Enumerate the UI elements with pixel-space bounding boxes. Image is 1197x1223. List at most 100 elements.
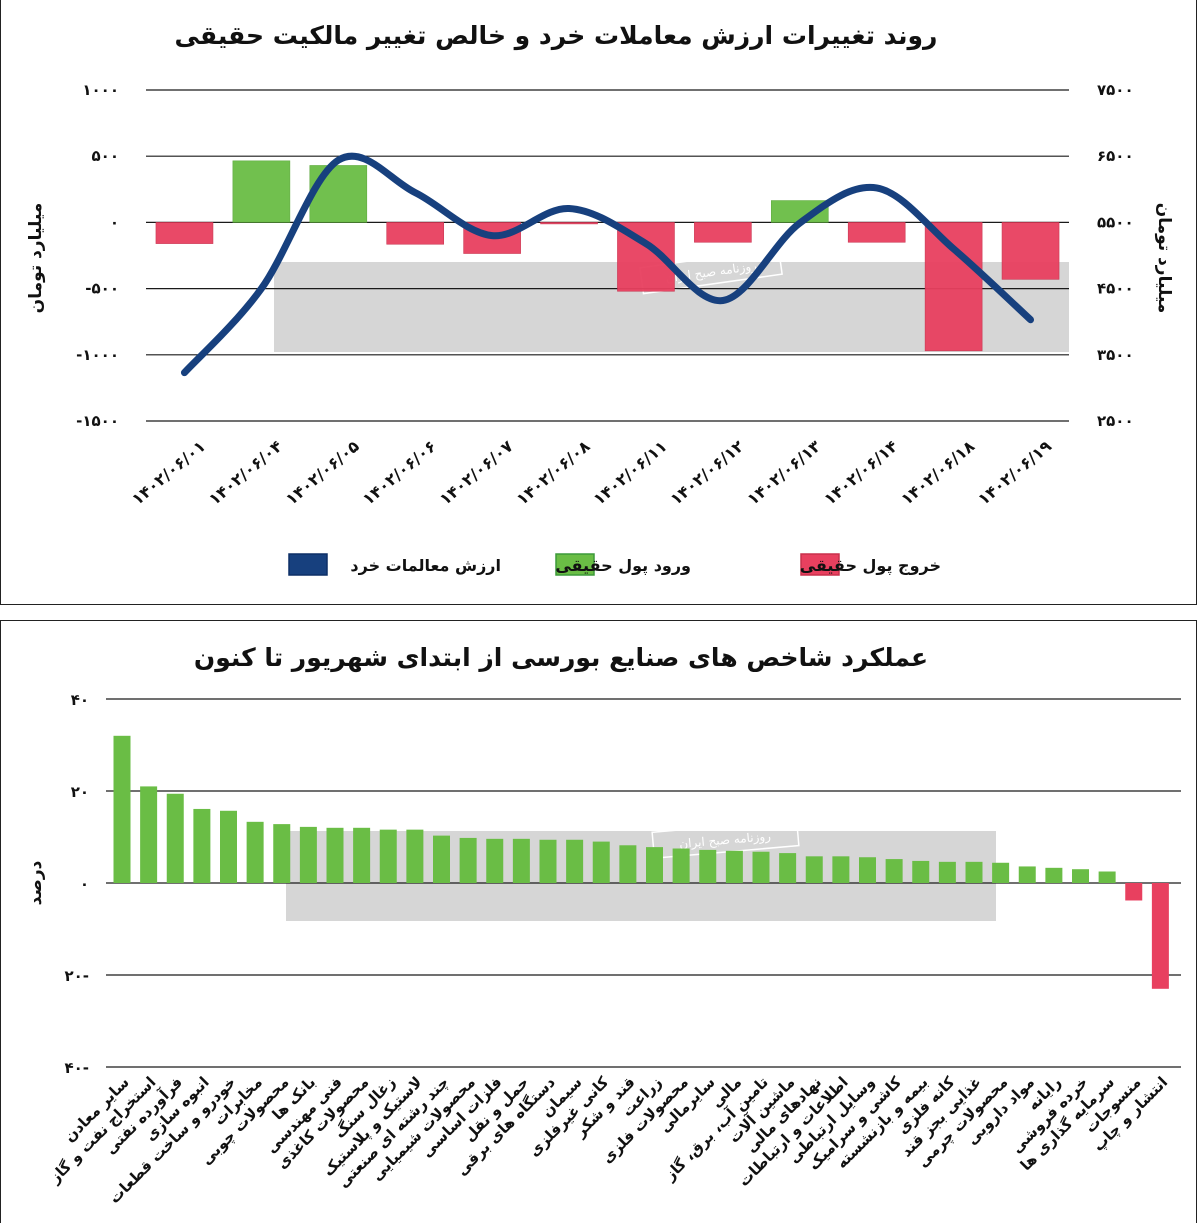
bottom-chart-title: عملکرد شاخص های صنایع بورسی از ابتدای شه… [194, 643, 928, 673]
inflow-bar [309, 165, 368, 223]
legend-swatch [800, 553, 840, 576]
watermark-band [286, 831, 996, 921]
positive-bar [1072, 869, 1089, 883]
y-tick-label: ۴۰- [64, 1059, 89, 1077]
watermark: روزنامه صبح ایران [286, 818, 996, 921]
x-axis-labels: ۱۴۰۲/۰۶/۰۱۱۴۰۲/۰۶/۰۴۱۴۰۲/۰۶/۰۵۱۴۰۲/۰۶/۰۶… [128, 436, 1055, 508]
legend-swatch [288, 553, 328, 576]
positive-bar [672, 848, 690, 883]
left-tick-label: -۵۰۰ [85, 280, 119, 298]
top-chart-title: روند تغییرات ارزش معاملات خرد و خالص تغی… [175, 21, 938, 51]
right-tick-label: ۵۵۰۰ [1097, 213, 1134, 231]
positive-bar [1098, 871, 1116, 883]
positive-bar [1045, 867, 1063, 883]
bottom-chart-panel: عملکرد شاخص های صنایع بورسی از ابتدای شه… [0, 620, 1197, 1223]
positive-bar [779, 853, 797, 883]
positive-bar [273, 824, 291, 883]
left-axis-title: میلیارد تومان [26, 203, 46, 314]
positive-bar [1018, 866, 1036, 883]
positive-bar [566, 839, 584, 883]
bottom-chart: عملکرد شاخص های صنایع بورسی از ابتدای شه… [26, 643, 1181, 1207]
positive-bar [246, 821, 264, 883]
legend-label: ارزش معالمات خرد [350, 556, 501, 575]
date-label: ۱۴۰۲/۰۶/۱۲ [666, 436, 747, 508]
left-tick-label: ۱۰۰۰ [82, 81, 119, 99]
outflow-bar [386, 222, 445, 245]
positive-bar [512, 838, 530, 883]
y-axis-title: درصد [26, 860, 46, 905]
right-tick-label: ۲۵۰۰ [1097, 412, 1134, 430]
date-label: ۱۴۰۲/۰۶/۱۱ [590, 437, 671, 509]
positive-bar [140, 786, 158, 883]
inflow-bar [232, 160, 291, 223]
positive-bar [832, 856, 850, 883]
positive-bar [859, 857, 876, 883]
positive-bar [725, 850, 743, 883]
positive-bar [885, 859, 903, 883]
positive-bar [433, 835, 450, 883]
line-series [180, 152, 1035, 377]
right-tick-label: ۳۵۰۰ [1097, 346, 1134, 364]
right-tick-label: ۴۵۰۰ [1097, 280, 1134, 298]
left-tick-label: -۱۵۰۰ [76, 412, 119, 430]
positive-bar [699, 849, 717, 883]
y-tick-label: ۴۰ [71, 691, 89, 709]
date-label: ۱۴۰۲/۰۶/۱۴ [820, 436, 901, 508]
positive-bar [539, 839, 557, 883]
legend-label: خروج پول حقیقی [800, 556, 941, 576]
positive-bar [592, 841, 610, 883]
left-axis-ticks: ۱۰۰۰ ۵۰۰ ۰ -۵۰۰ -۱۰۰۰ -۱۵۰۰ [76, 81, 119, 430]
positive-bar [486, 838, 504, 883]
top-chart-panel: روند تغییرات ارزش معاملات خرد و خالص تغی… [0, 0, 1197, 605]
retail-value-line [180, 152, 1035, 377]
y-tick-label: ۰ [80, 875, 89, 893]
positive-bar [299, 826, 317, 883]
right-axis-ticks: ۷۵۰۰ ۶۵۰۰ ۵۵۰۰ ۴۵۰۰ ۳۵۰۰ ۲۵۰۰ [1097, 81, 1134, 430]
positive-bar [220, 810, 237, 883]
positive-bar [646, 847, 663, 883]
positive-bar [326, 827, 344, 883]
date-label: ۱۴۰۲/۰۶/۰۷ [436, 436, 517, 508]
left-tick-label: ۵۰۰ [92, 147, 119, 165]
positive-bar [965, 861, 983, 883]
positive-bar [619, 845, 637, 883]
top-chart: روند تغییرات ارزش معاملات خرد و خالص تغی… [26, 21, 1174, 576]
right-axis-title: میلیارد تومان [1154, 203, 1174, 314]
outflow-bar [540, 222, 598, 225]
outflow-bar [1001, 222, 1060, 280]
outflow-bar [155, 222, 214, 244]
outflow-bar [924, 222, 983, 352]
legend: خروج پول حقیقی ورود پول حقیقی ارزش معالمات… [288, 553, 941, 576]
bars [155, 160, 1060, 352]
date-label: ۱۴۰۲/۰۶/۱۸ [897, 436, 978, 508]
positive-bar [379, 829, 397, 883]
date-label: ۱۴۰۲/۰۶/۰۴ [205, 436, 286, 508]
positive-bar [166, 793, 184, 883]
date-label: ۱۴۰۲/۰۶/۰۵ [282, 436, 363, 508]
legend-swatch [555, 553, 595, 576]
positive-bar [353, 827, 371, 883]
left-tick-label: ۰ [110, 213, 119, 231]
outflow-bar [847, 222, 906, 243]
y-tick-label: ۲۰- [64, 967, 89, 985]
positive-bar [752, 851, 770, 883]
positive-bar [992, 862, 1010, 883]
positive-bar [459, 837, 477, 883]
right-tick-label: ۶۵۰۰ [1097, 147, 1134, 165]
positive-bar [406, 829, 424, 883]
date-label: ۱۴۰۲/۰۶/۱۳ [743, 436, 824, 508]
left-tick-label: -۱۰۰۰ [76, 346, 119, 364]
y-tick-label: ۲۰ [71, 783, 89, 801]
positive-bar [938, 861, 956, 883]
outflow-bar [694, 222, 752, 243]
negative-bar [1151, 883, 1169, 989]
right-tick-label: ۷۵۰۰ [1097, 81, 1134, 99]
date-label: ۱۴۰۲/۰۶/۰۶ [359, 437, 440, 509]
date-label: ۱۴۰۲/۰۶/۰۱ [128, 437, 209, 509]
y-axis-ticks: ۴۰ ۲۰ ۰ ۲۰- ۴۰- [64, 691, 89, 1077]
positive-bar [193, 808, 211, 883]
legend-label: ورود پول حقیقی [555, 556, 691, 576]
date-label: ۱۴۰۲/۰۶/۰۸ [513, 436, 594, 508]
negative-bar [1125, 883, 1143, 901]
